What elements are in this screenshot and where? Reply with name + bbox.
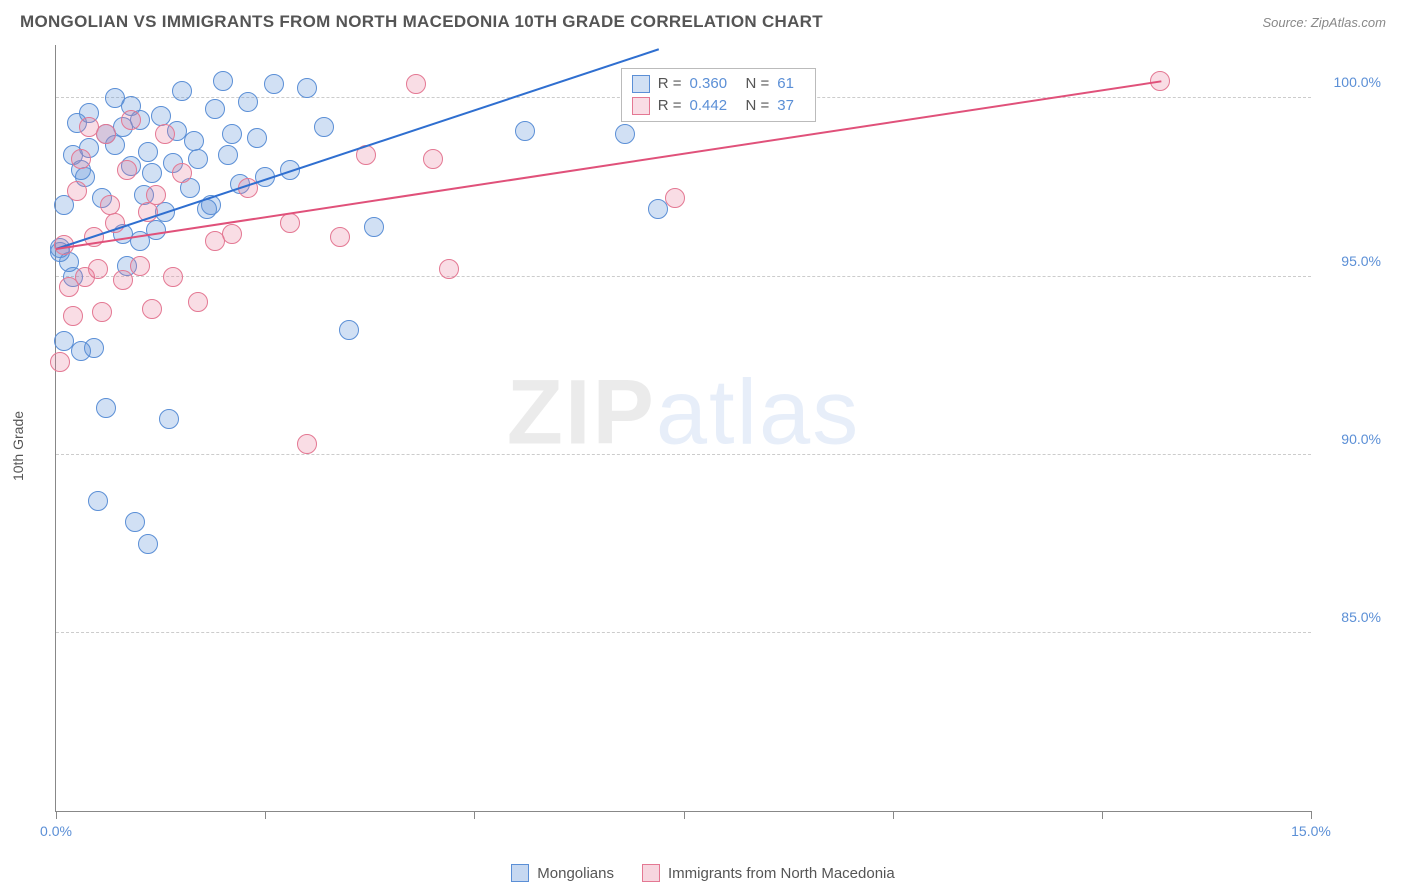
x-tick-label: 15.0% bbox=[1291, 823, 1331, 839]
scatter-point-mongolians bbox=[264, 74, 284, 94]
legend-item: Mongolians bbox=[511, 864, 614, 882]
scatter-point-mongolians bbox=[151, 106, 171, 126]
scatter-point-north_macedonia bbox=[113, 270, 133, 290]
scatter-point-mongolians bbox=[339, 320, 359, 340]
scatter-point-mongolians bbox=[125, 512, 145, 532]
stats-r-value: 0.442 bbox=[690, 97, 738, 114]
gridline-horizontal bbox=[56, 454, 1311, 455]
scatter-point-mongolians bbox=[88, 491, 108, 511]
scatter-point-north_macedonia bbox=[71, 149, 91, 169]
gridline-horizontal bbox=[56, 276, 1311, 277]
scatter-point-north_macedonia bbox=[423, 149, 443, 169]
scatter-point-north_macedonia bbox=[142, 299, 162, 319]
x-tick bbox=[1311, 811, 1312, 819]
scatter-point-mongolians bbox=[184, 131, 204, 151]
scatter-point-north_macedonia bbox=[117, 160, 137, 180]
scatter-point-north_macedonia bbox=[100, 195, 120, 215]
stats-swatch bbox=[632, 97, 650, 115]
stats-n-label: N = bbox=[746, 97, 770, 114]
scatter-point-north_macedonia bbox=[222, 224, 242, 244]
legend-swatch bbox=[642, 864, 660, 882]
scatter-point-mongolians bbox=[615, 124, 635, 144]
y-tick-label: 100.0% bbox=[1321, 74, 1381, 90]
gridline-horizontal bbox=[56, 632, 1311, 633]
chart-header: MONGOLIAN VS IMMIGRANTS FROM NORTH MACED… bbox=[0, 0, 1406, 40]
scatter-point-mongolians bbox=[218, 145, 238, 165]
stats-row-north_macedonia: R = 0.442 N = 37 bbox=[632, 95, 806, 117]
scatter-point-mongolians bbox=[142, 163, 162, 183]
x-tick bbox=[56, 811, 57, 819]
chart-title: MONGOLIAN VS IMMIGRANTS FROM NORTH MACED… bbox=[20, 12, 823, 32]
scatter-point-north_macedonia bbox=[130, 256, 150, 276]
x-tick bbox=[684, 811, 685, 819]
x-tick bbox=[1102, 811, 1103, 819]
scatter-point-mongolians bbox=[238, 92, 258, 112]
y-tick-label: 85.0% bbox=[1321, 609, 1381, 625]
scatter-point-mongolians bbox=[297, 78, 317, 98]
scatter-point-mongolians bbox=[188, 149, 208, 169]
scatter-point-north_macedonia bbox=[280, 213, 300, 233]
scatter-point-north_macedonia bbox=[406, 74, 426, 94]
stats-r-value: 0.360 bbox=[690, 75, 738, 92]
x-tick bbox=[265, 811, 266, 819]
source-attribution: Source: ZipAtlas.com bbox=[1262, 15, 1386, 30]
plot-area: ZIPatlas 85.0%90.0%95.0%100.0%0.0%15.0%R… bbox=[55, 45, 1311, 812]
stats-n-label: N = bbox=[746, 75, 770, 92]
legend-item: Immigrants from North Macedonia bbox=[642, 864, 895, 882]
scatter-point-north_macedonia bbox=[439, 259, 459, 279]
stats-r-label: R = bbox=[658, 75, 682, 92]
scatter-point-mongolians bbox=[84, 338, 104, 358]
scatter-point-mongolians bbox=[96, 398, 116, 418]
stats-n-value: 37 bbox=[777, 97, 805, 114]
stats-swatch bbox=[632, 75, 650, 93]
stats-r-label: R = bbox=[658, 97, 682, 114]
scatter-point-mongolians bbox=[222, 124, 242, 144]
scatter-point-north_macedonia bbox=[163, 267, 183, 287]
scatter-point-north_macedonia bbox=[297, 434, 317, 454]
legend-label: Immigrants from North Macedonia bbox=[668, 865, 895, 882]
scatter-point-mongolians bbox=[314, 117, 334, 137]
stats-row-mongolians: R = 0.360 N = 61 bbox=[632, 73, 806, 95]
scatter-point-north_macedonia bbox=[63, 306, 83, 326]
scatter-point-mongolians bbox=[172, 81, 192, 101]
y-axis-title: 10th Grade bbox=[10, 411, 26, 481]
scatter-point-mongolians bbox=[205, 99, 225, 119]
scatter-point-north_macedonia bbox=[146, 185, 166, 205]
legend-label: Mongolians bbox=[537, 865, 614, 882]
scatter-point-mongolians bbox=[213, 71, 233, 91]
scatter-point-mongolians bbox=[247, 128, 267, 148]
scatter-point-north_macedonia bbox=[88, 259, 108, 279]
scatter-point-north_macedonia bbox=[188, 292, 208, 312]
x-tick bbox=[474, 811, 475, 819]
scatter-point-north_macedonia bbox=[96, 124, 116, 144]
scatter-point-north_macedonia bbox=[50, 352, 70, 372]
scatter-point-north_macedonia bbox=[172, 163, 192, 183]
scatter-point-north_macedonia bbox=[155, 124, 175, 144]
x-tick bbox=[893, 811, 894, 819]
stats-n-value: 61 bbox=[777, 75, 805, 92]
scatter-point-north_macedonia bbox=[121, 110, 141, 130]
scatter-point-mongolians bbox=[138, 534, 158, 554]
scatter-point-north_macedonia bbox=[665, 188, 685, 208]
legend-swatch bbox=[511, 864, 529, 882]
y-tick-label: 90.0% bbox=[1321, 431, 1381, 447]
scatter-point-north_macedonia bbox=[67, 181, 87, 201]
chart-container: ZIPatlas 85.0%90.0%95.0%100.0%0.0%15.0%R… bbox=[55, 45, 1386, 837]
scatter-point-mongolians bbox=[138, 142, 158, 162]
y-tick-label: 95.0% bbox=[1321, 253, 1381, 269]
scatter-point-north_macedonia bbox=[92, 302, 112, 322]
watermark: ZIPatlas bbox=[507, 360, 860, 465]
scatter-point-mongolians bbox=[515, 121, 535, 141]
scatter-point-mongolians bbox=[146, 220, 166, 240]
scatter-point-north_macedonia bbox=[330, 227, 350, 247]
stats-box: R = 0.360 N = 61 R = 0.442 N = 37 bbox=[621, 68, 817, 122]
x-tick-label: 0.0% bbox=[40, 823, 72, 839]
scatter-point-mongolians bbox=[364, 217, 384, 237]
bottom-legend: Mongolians Immigrants from North Macedoni… bbox=[0, 864, 1406, 882]
scatter-point-mongolians bbox=[159, 409, 179, 429]
